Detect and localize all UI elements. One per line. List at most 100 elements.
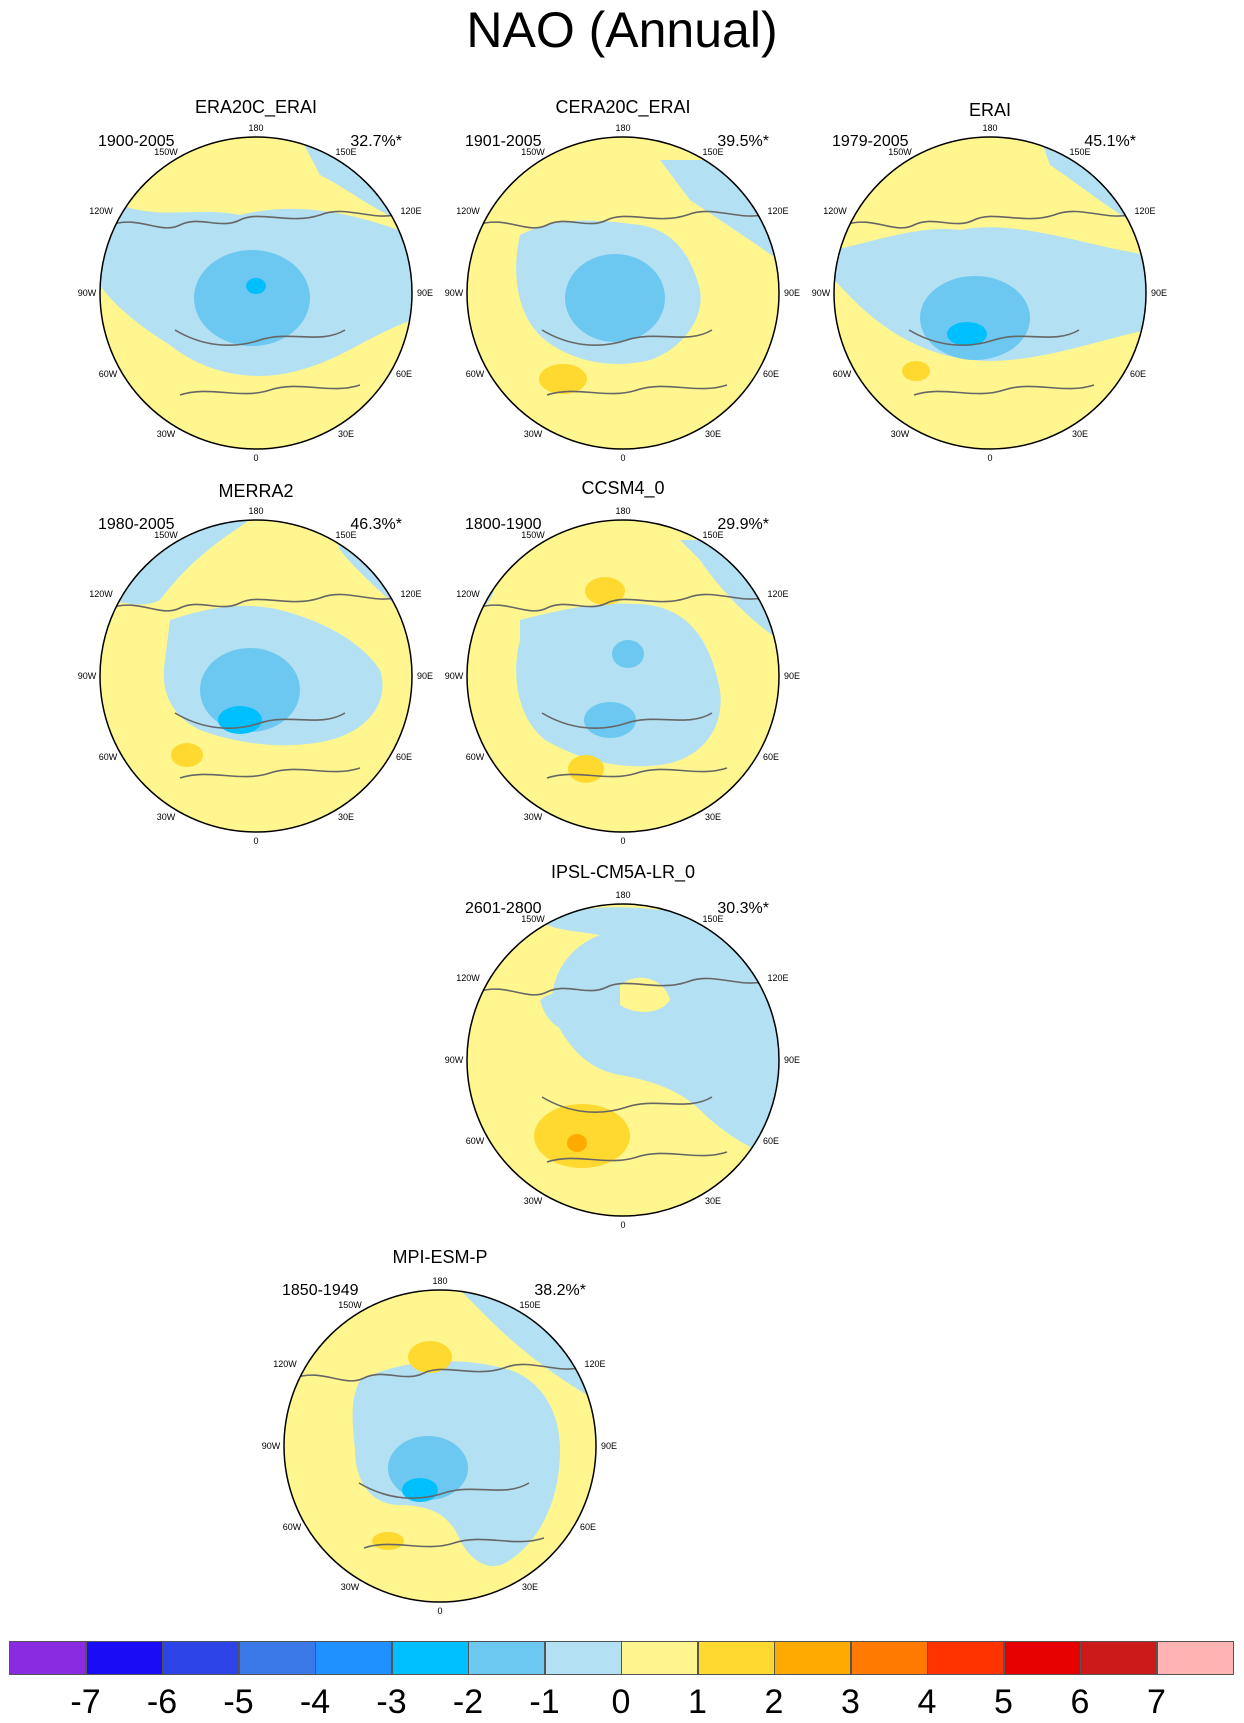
- positive-anomaly-core: [567, 1134, 587, 1152]
- lon-label: 150E: [519, 1300, 540, 1310]
- panel-period: 1901-2005: [465, 133, 542, 150]
- panel-variance: 39.5%*: [717, 133, 769, 150]
- lon-label: 0: [620, 453, 625, 463]
- map-panel-cera20c-erai: CERA20C_ERAI 1901-2005 39.5%* 180 150E 1…: [445, 97, 800, 463]
- lon-label: 180: [432, 1276, 447, 1286]
- lon-label: 30W: [157, 812, 176, 822]
- colorbar-label: 6: [1070, 1683, 1090, 1721]
- map-boundary: [99, 519, 413, 833]
- colorbar-swatch: [85, 1641, 163, 1675]
- lon-label: 180: [248, 506, 263, 516]
- lon-label: 180: [615, 506, 630, 516]
- lon-label: 120E: [400, 206, 421, 216]
- lon-label: 90W: [78, 288, 97, 298]
- lon-label: 90E: [417, 671, 433, 681]
- lon-label: 60W: [99, 752, 118, 762]
- lon-label: 30E: [338, 812, 354, 822]
- lon-label: 150W: [521, 147, 545, 157]
- panel-title: IPSL-CM5A-LR_0: [551, 862, 695, 883]
- lon-label: 60E: [396, 369, 412, 379]
- panel-period: 1850-1949: [282, 1282, 359, 1299]
- negative-anomaly-region: [565, 254, 665, 342]
- negative-anomaly-core: [246, 278, 266, 294]
- colorbar-label: 4: [917, 1683, 937, 1721]
- positive-anomaly-region: [568, 1438, 578, 1448]
- lon-label: 30E: [705, 429, 721, 439]
- lon-label: 120W: [456, 589, 480, 599]
- lon-label: 120W: [823, 206, 847, 216]
- map-boundary: [99, 136, 413, 450]
- panel-variance: 38.2%*: [534, 1282, 586, 1299]
- positive-anomaly-region: [372, 1532, 404, 1550]
- lon-label: 120W: [456, 206, 480, 216]
- coastline: [476, 210, 763, 396]
- positive-anomaly-region: [902, 361, 930, 381]
- colorbar-swatch: [544, 1641, 622, 1675]
- panel-title: ERA20C_ERAI: [195, 97, 317, 118]
- colorbar-swatch: [9, 1641, 86, 1675]
- panel-title: CCSM4_0: [581, 478, 664, 499]
- panel-title: CERA20C_ERAI: [555, 97, 690, 118]
- lon-label: 90E: [1151, 288, 1167, 298]
- map-boundary: [466, 519, 780, 833]
- coastline: [293, 1363, 580, 1549]
- coastline: [843, 210, 1130, 396]
- map-panel-era20c-erai: ERA20C_ERAI 1900-2005 32.7%* 180 150E 12…: [78, 97, 433, 463]
- colorbar-swatch: [238, 1641, 316, 1675]
- negative-anomaly-region: [194, 250, 310, 346]
- colorbar-label: -5: [223, 1683, 254, 1721]
- longitude-labels: 180 150E 120E 90E 60E 30E 0 30W 60W 90W …: [262, 1276, 617, 1616]
- map-panel-ccsm4-0: CCSM4_0 1800-1900 29.9%* 180 150E 120E 9…: [445, 478, 800, 846]
- lon-label: 150E: [1069, 147, 1090, 157]
- panel-title: MPI-ESM-P: [392, 1247, 487, 1267]
- panel-period: 1980-2005: [98, 516, 175, 533]
- positive-anomaly-region: [585, 577, 625, 605]
- coastline: [109, 210, 396, 396]
- colorbar-label: -6: [146, 1683, 178, 1721]
- lon-label: 150E: [702, 914, 723, 924]
- lon-label: 120E: [584, 1359, 605, 1369]
- negative-anomaly-region: [540, 992, 590, 1031]
- colorbar-label: -4: [299, 1683, 331, 1721]
- map-boundary: [833, 136, 1147, 450]
- lon-label: 150E: [702, 530, 723, 540]
- lon-label: 0: [253, 836, 258, 846]
- lon-label: 150W: [521, 914, 545, 924]
- lon-label: 150W: [154, 530, 178, 540]
- lon-label: 120E: [767, 973, 788, 983]
- map-boundary: [283, 1289, 597, 1603]
- lon-label: 90E: [601, 1441, 617, 1451]
- lon-label: 60W: [466, 752, 485, 762]
- lon-label: 150E: [335, 147, 356, 157]
- colorbar-label: -7: [70, 1683, 101, 1721]
- panel-variance: 32.7%*: [350, 133, 402, 150]
- colorbar-swatch: [1080, 1641, 1157, 1675]
- positive-anomaly-region: [620, 977, 670, 1012]
- lon-label: 30W: [524, 1196, 543, 1206]
- positive-anomaly-region: [568, 755, 604, 783]
- longitude-labels: 180 150E 120E 90E 60E 30E 0 30W 60W 90W …: [78, 506, 433, 846]
- colorbar-label: -1: [529, 1683, 560, 1721]
- panel-variance: 45.1%*: [1084, 133, 1136, 150]
- lon-label: 0: [987, 453, 992, 463]
- positive-anomaly-region: [539, 364, 587, 394]
- lon-label: 30W: [524, 812, 543, 822]
- lon-label: 120W: [89, 206, 113, 216]
- positive-anomaly-region: [171, 743, 203, 767]
- lon-label: 60E: [763, 369, 779, 379]
- lon-label: 60W: [466, 369, 485, 379]
- negative-anomaly-region: [612, 640, 644, 668]
- colorbar-label: 5: [994, 1683, 1013, 1721]
- lon-label: 120E: [767, 589, 788, 599]
- coastline: [476, 593, 763, 779]
- lon-label: 30E: [1072, 429, 1088, 439]
- lon-label: 60E: [763, 1136, 779, 1146]
- lon-label: 60W: [283, 1522, 302, 1532]
- map-panel-erai: ERAI 1979-2005 45.1%* 180 150E 120E 90E …: [812, 100, 1167, 463]
- lon-label: 90E: [784, 1055, 800, 1065]
- lon-label: 60E: [1130, 369, 1146, 379]
- colorbar-swatch: [927, 1641, 1004, 1675]
- colorbar-swatch: [1156, 1641, 1234, 1675]
- lon-label: 60E: [396, 752, 412, 762]
